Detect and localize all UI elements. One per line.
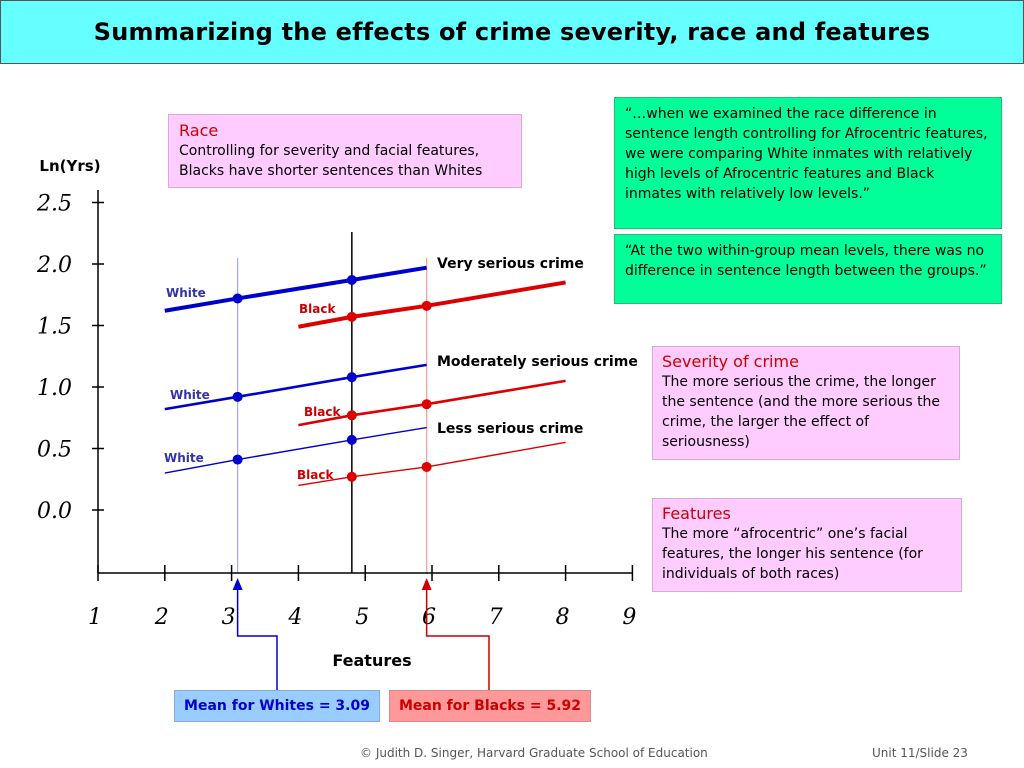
x-tick-label-0: 1 <box>88 605 102 630</box>
x-axis-label: Features <box>332 651 411 670</box>
white-line-1 <box>164 363 427 411</box>
white-mean-arrowhead <box>232 578 243 590</box>
footer-slide-number: Unit 11/Slide 23 <box>872 746 968 760</box>
severity-body: The more serious the crime, the longer t… <box>662 374 941 450</box>
quote-2-text: “At the two within-group mean levels, th… <box>625 243 987 279</box>
black-point-0-0 <box>346 311 357 322</box>
race-body: Controlling for severity and facial feat… <box>179 143 483 179</box>
series-label-0: Very serious crime <box>437 256 584 272</box>
x-tick-label-7: 8 <box>556 605 570 630</box>
y-axis-label: Ln(Yrs) <box>39 157 100 175</box>
severity-heading: Severity of crime <box>662 352 799 371</box>
white-point-0-0 <box>232 293 243 304</box>
black-label-1: Black <box>304 405 341 419</box>
white-label-2: White <box>164 451 204 465</box>
x-tick-label-2: 3 <box>222 605 236 630</box>
black-line-2 <box>298 441 566 487</box>
white-point-1-0 <box>232 391 243 402</box>
white-point-2-1 <box>346 434 357 445</box>
features-heading: Features <box>662 504 731 523</box>
black-point-0-1 <box>421 300 432 311</box>
race-box: Race Controlling for severity and facial… <box>168 114 522 188</box>
quote-box-2: “At the two within-group mean levels, th… <box>614 234 1002 304</box>
black-point-1-1 <box>421 399 432 410</box>
black-point-2-1 <box>421 461 432 472</box>
white-label-0: White <box>166 286 206 300</box>
mean-blacks-label: Mean for Blacks = 5.92 <box>398 698 582 714</box>
y-tick-label-5: 2.5 <box>36 192 72 217</box>
white-point-1-1 <box>346 372 357 383</box>
black-point-1-0 <box>346 410 357 421</box>
x-tick-label-3: 4 <box>287 605 302 630</box>
white-label-1: White <box>170 388 210 402</box>
x-tick-label-5: 6 <box>422 605 436 630</box>
features-box: Features The more “afrocentric” one’s fa… <box>652 498 962 592</box>
race-heading: Race <box>179 121 219 140</box>
black-label-0: Black <box>299 302 336 316</box>
quote-1-text: “…when we examined the race difference i… <box>625 106 988 202</box>
white-mean-arrow-line <box>236 590 278 690</box>
black-mean-arrowhead <box>421 578 432 590</box>
y-tick-label-4: 2.0 <box>36 253 72 278</box>
title-bar: Summarizing the effects of crime severit… <box>0 0 1024 64</box>
mean-whites-label: Mean for Whites = 3.09 <box>184 698 370 714</box>
black-line-1 <box>298 379 566 427</box>
black-label-2: Black <box>297 468 334 482</box>
black-line-0 <box>298 280 566 329</box>
quote-box-1: “…when we examined the race difference i… <box>614 97 1002 229</box>
x-tick-label-1: 2 <box>154 605 169 630</box>
x-tick-label-6: 7 <box>489 605 503 630</box>
series-label-1: Moderately serious crime <box>437 354 638 370</box>
white-line-0 <box>164 265 427 313</box>
white-line-2 <box>164 426 427 474</box>
x-tick-label-4: 5 <box>355 605 369 630</box>
white-point-2-0 <box>232 454 243 465</box>
white-point-0-1 <box>346 274 357 285</box>
black-mean-arrow-line <box>425 590 490 690</box>
severity-box: Severity of crime The more serious the c… <box>652 346 960 460</box>
x-tick-label-8: 9 <box>622 605 636 630</box>
slide-title: Summarizing the effects of crime severit… <box>93 18 931 46</box>
series-label-2: Less serious crime <box>437 421 583 437</box>
y-tick-label-2: 1.0 <box>37 376 72 401</box>
y-tick-label-3: 1.5 <box>37 315 72 340</box>
mean-whites-box: Mean for Whites = 3.09 <box>174 690 380 722</box>
y-tick-label-0: 0.0 <box>37 499 72 524</box>
y-tick-label-1: 0.5 <box>37 438 72 463</box>
black-point-2-0 <box>346 471 357 482</box>
footer-credit: © Judith D. Singer, Harvard Graduate Sch… <box>360 746 708 760</box>
mean-blacks-box: Mean for Blacks = 5.92 <box>389 690 591 722</box>
features-body: The more “afrocentric” one’s facial feat… <box>662 526 923 582</box>
